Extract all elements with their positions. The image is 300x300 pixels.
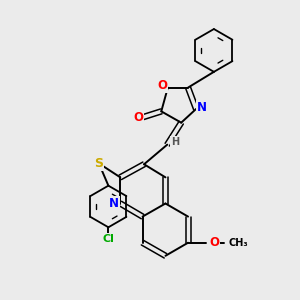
Text: N: N (197, 101, 207, 114)
Text: O: O (134, 111, 143, 124)
Text: H: H (171, 137, 179, 147)
Text: Cl: Cl (103, 234, 114, 244)
Text: N: N (109, 197, 119, 210)
Text: S: S (94, 157, 103, 170)
Text: O: O (209, 236, 219, 249)
Text: O: O (158, 79, 167, 92)
Text: CH₃: CH₃ (228, 238, 248, 248)
